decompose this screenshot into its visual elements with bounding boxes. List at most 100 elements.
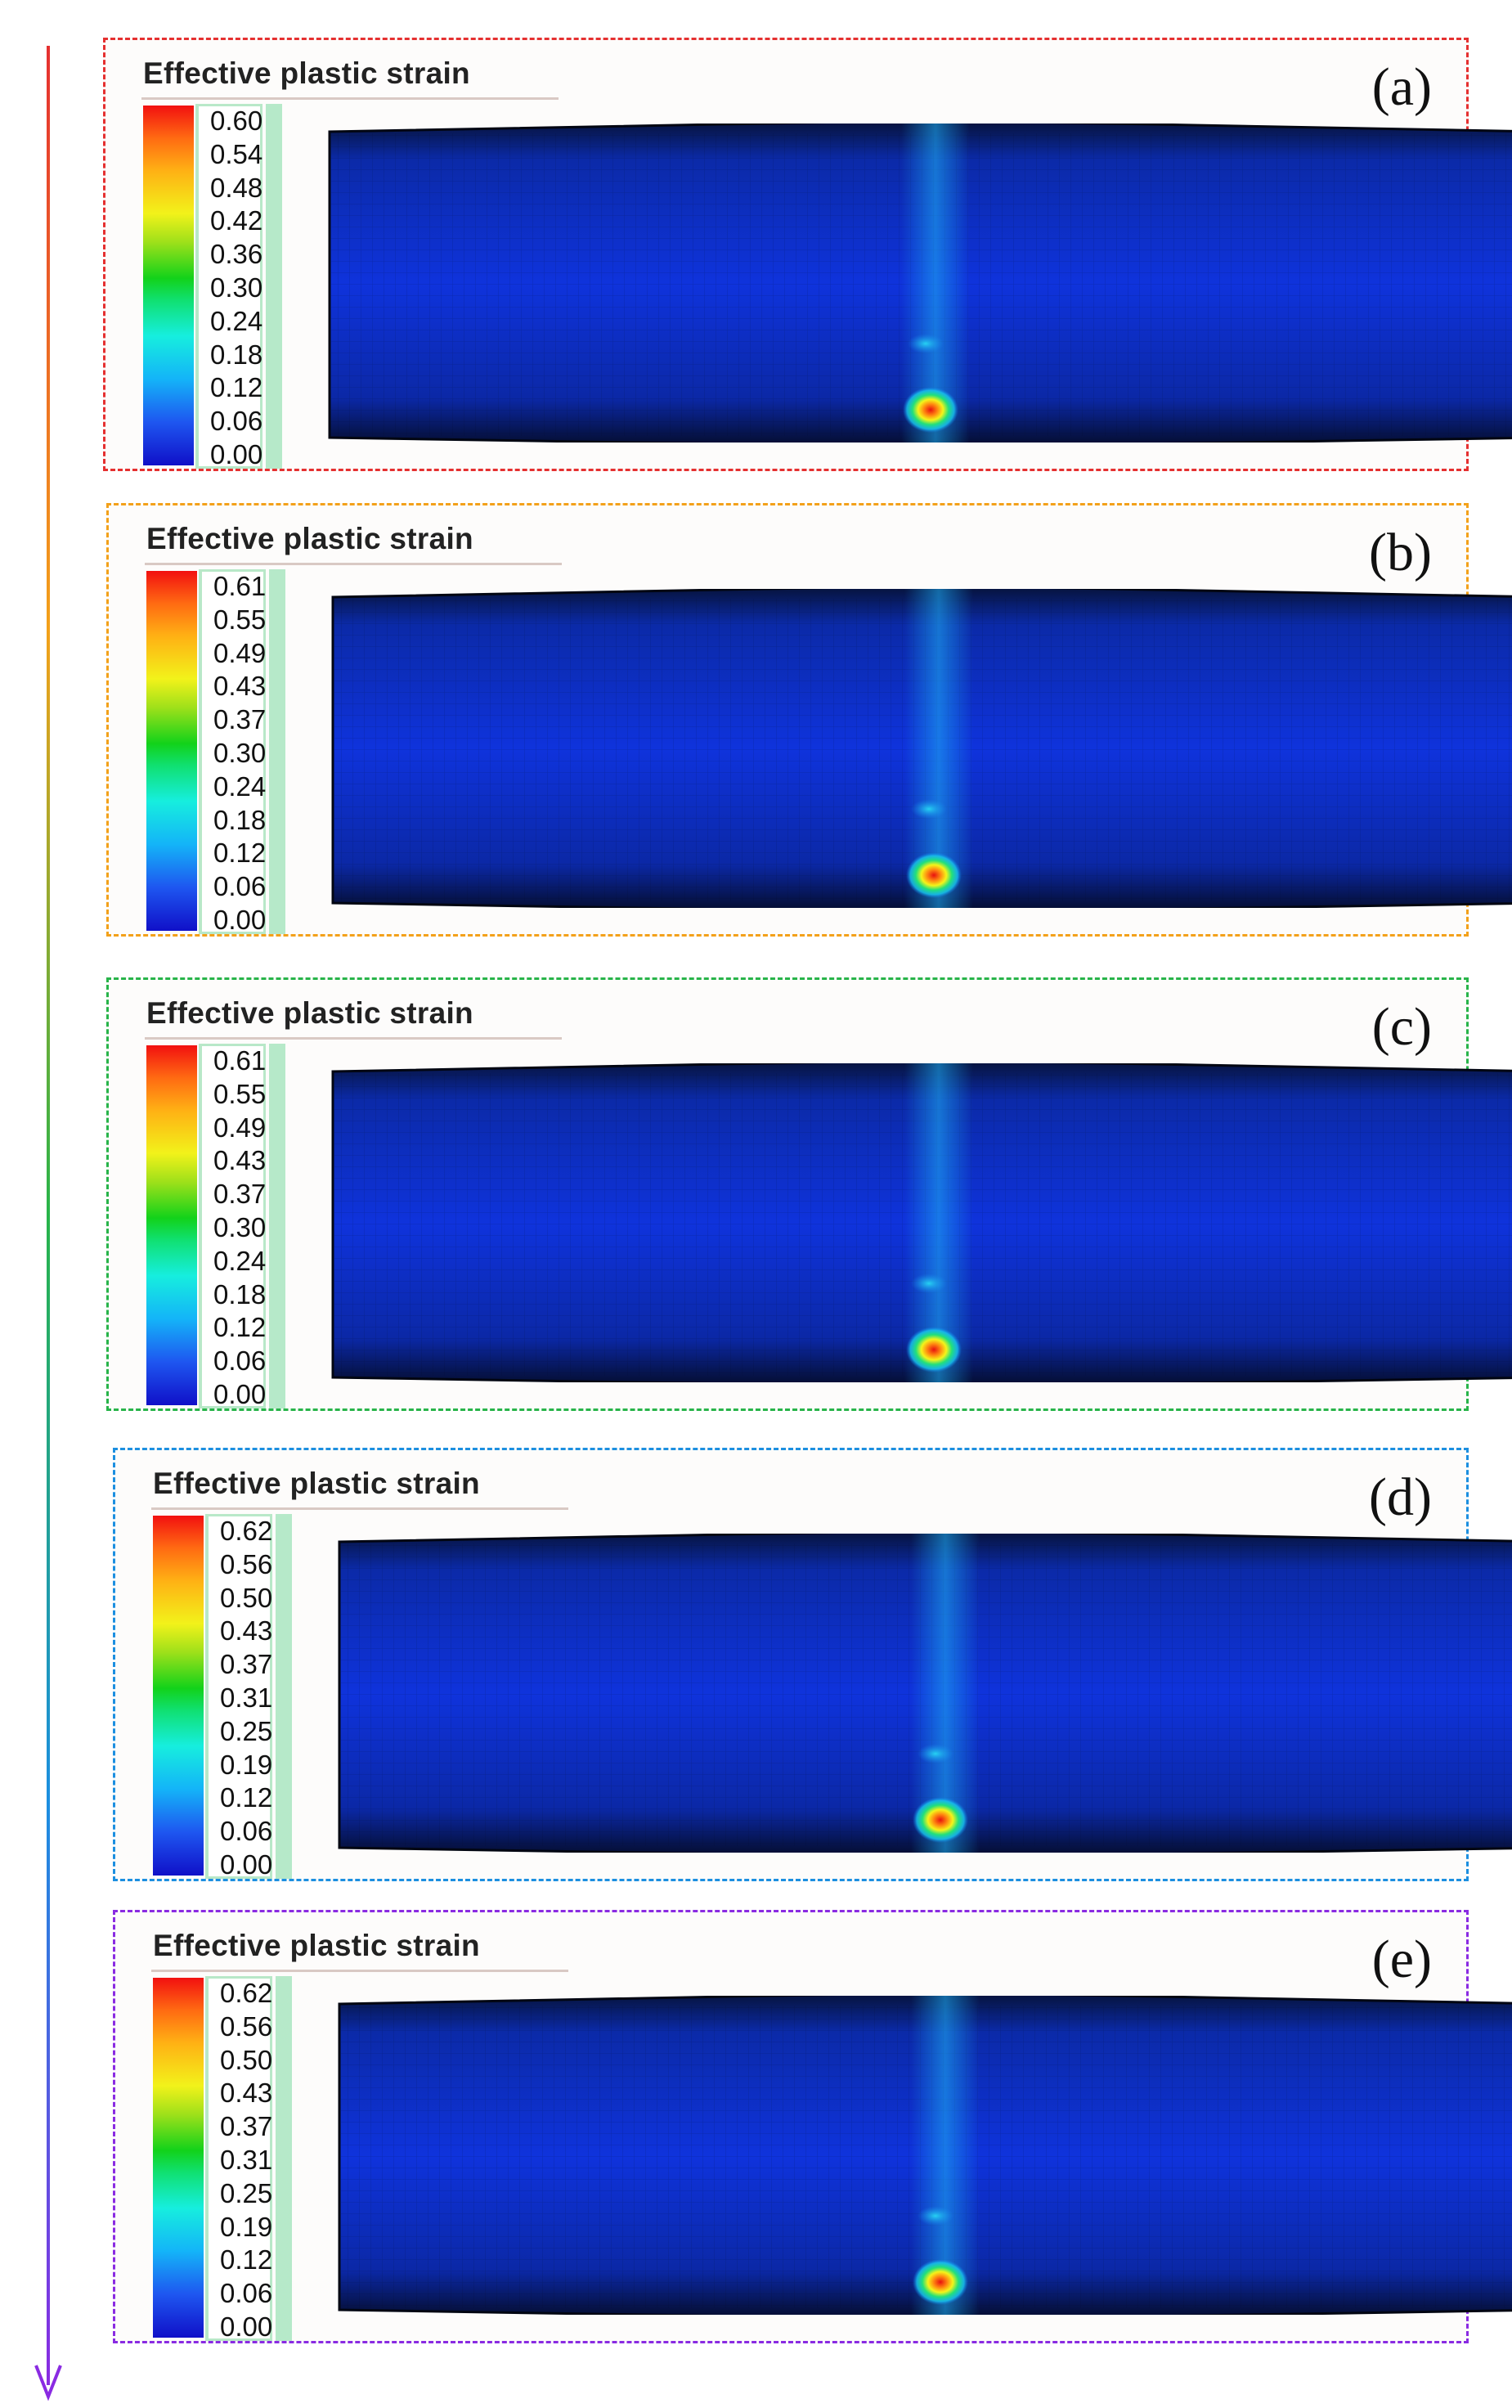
colorbar-ticks: 0.62 0.56 0.50 0.43 0.37 0.31 0.25 0.19 0.12 0.06… bbox=[220, 1517, 277, 1882]
colorbar-tick-label: 0.49 bbox=[213, 1112, 267, 1143]
panel-title: Effective plastic strain bbox=[146, 522, 473, 555]
colorbar-ticks: 0.60 0.54 0.48 0.42 0.36 0.30 0.24 0.18 0.12 0.06… bbox=[210, 107, 267, 472]
title-underline bbox=[141, 97, 559, 100]
colorbar-tick-label: 0.18 bbox=[213, 1278, 267, 1310]
strain-panel-c: Effective plastic strain 0.61 0.55 0.49 0.4… bbox=[106, 977, 1512, 1412]
colorbar-tick-label: 0.18 bbox=[213, 804, 267, 835]
colorbar-tick-label: 0.06 bbox=[213, 871, 267, 902]
colorbar-tick-label: 0.50 bbox=[220, 1582, 273, 1613]
secondary-strain-spot bbox=[911, 1274, 947, 1294]
panel-label: (e) bbox=[1371, 1930, 1432, 1989]
colorbar-tick-label: 0.43 bbox=[220, 2078, 273, 2109]
colorbar-edge-strip bbox=[266, 104, 282, 469]
colorbar-label-box bbox=[195, 104, 262, 469]
panel-title: Effective plastic strain bbox=[143, 56, 470, 90]
colorbar-tick-label: 0.12 bbox=[210, 372, 263, 403]
progression-arrow bbox=[34, 46, 62, 2401]
colorbar-tick-label: 0.12 bbox=[213, 838, 267, 869]
colorbar-tick-label: 0.00 bbox=[210, 438, 263, 469]
panel-label: (d) bbox=[1369, 1467, 1432, 1527]
title-underline bbox=[145, 1037, 562, 1040]
panel-label: (b) bbox=[1369, 523, 1432, 582]
colorbar-tick-label: 0.56 bbox=[220, 1548, 273, 1579]
colorbar-tick-label: 0.00 bbox=[220, 2311, 273, 2342]
colorbar-tick-label: 0.37 bbox=[213, 1179, 267, 1210]
colorbar-tick-label: 0.19 bbox=[220, 1749, 273, 1780]
colorbar-edge-strip bbox=[276, 1976, 292, 2341]
colorbar-tick-label: 0.24 bbox=[213, 770, 267, 802]
colorbar-tick-label: 0.61 bbox=[213, 571, 267, 601]
colorbar-tick-label: 0.54 bbox=[210, 138, 263, 169]
colorbar-tick-label: 0.37 bbox=[220, 2111, 273, 2142]
title-underline bbox=[151, 1970, 568, 1972]
colorbar-tick-label: 0.25 bbox=[220, 2177, 273, 2208]
colorbar-tick-label: 0.30 bbox=[213, 1211, 267, 1242]
peak-strain-hotspot bbox=[906, 852, 962, 898]
colorbar-label-box bbox=[205, 1976, 272, 2341]
colorbar-tick-label: 0.12 bbox=[213, 1312, 267, 1343]
title-underline bbox=[151, 1507, 568, 1510]
colorbar-tick-label: 0.24 bbox=[213, 1245, 267, 1276]
colorbar-tick-label: 0.06 bbox=[213, 1346, 267, 1377]
colorbar-tick-label: 0.31 bbox=[220, 1682, 273, 1713]
colorbar-edge-strip bbox=[276, 1514, 292, 1879]
strain-panel-e: Effective plastic strain 0.62 0.56 0.50 0.4… bbox=[113, 1910, 1512, 2343]
colorbar-tick-label: 0.62 bbox=[220, 1516, 273, 1546]
colorbar-tick-label: 0.30 bbox=[213, 737, 267, 768]
colorbar-edge-strip bbox=[269, 569, 285, 934]
panel-label: (a) bbox=[1371, 57, 1432, 117]
title-underline bbox=[145, 563, 562, 565]
strain-contour-model bbox=[331, 589, 1512, 908]
colorbar-tick-label: 0.12 bbox=[220, 1782, 273, 1813]
colorbar-tick-label: 0.00 bbox=[213, 904, 267, 935]
colorbar-tick-label: 0.12 bbox=[220, 2244, 273, 2275]
colorbar-tick-label: 0.00 bbox=[220, 1849, 273, 1880]
colorbar-label-box bbox=[205, 1514, 272, 1879]
peak-strain-hotspot bbox=[903, 387, 958, 433]
colorbar-label-box bbox=[199, 1044, 266, 1408]
colorbar-gradient bbox=[146, 1045, 197, 1405]
arrow-head-icon bbox=[34, 2365, 62, 2401]
colorbar-tick-label: 0.43 bbox=[213, 1145, 267, 1176]
colorbar-tick-label: 0.43 bbox=[220, 1615, 273, 1647]
panel-title: Effective plastic strain bbox=[153, 1467, 480, 1500]
secondary-strain-spot bbox=[908, 334, 944, 354]
strain-panel-d: Effective plastic strain 0.62 0.56 0.50 0.4… bbox=[113, 1448, 1512, 1882]
strain-contour-model bbox=[338, 1996, 1512, 2315]
colorbar-tick-label: 0.50 bbox=[220, 2044, 273, 2075]
peak-strain-hotspot bbox=[913, 1797, 968, 1843]
colorbar-tick-label: 0.00 bbox=[213, 1378, 267, 1409]
peak-strain-hotspot bbox=[906, 1327, 962, 1372]
colorbar-gradient bbox=[143, 106, 194, 465]
colorbar-gradient bbox=[146, 571, 197, 931]
colorbar-tick-label: 0.43 bbox=[213, 671, 267, 702]
secondary-strain-spot bbox=[911, 799, 947, 820]
colorbar-tick-label: 0.42 bbox=[210, 205, 263, 236]
panel-title: Effective plastic strain bbox=[153, 1929, 480, 1962]
panel-label: (c) bbox=[1371, 997, 1432, 1057]
colorbar-tick-label: 0.55 bbox=[213, 604, 267, 635]
colorbar-tick-label: 0.18 bbox=[210, 339, 263, 370]
panel-title: Effective plastic strain bbox=[146, 996, 473, 1030]
colorbar-ticks: 0.61 0.55 0.49 0.43 0.37 0.30 0.24 0.18 0.12 0.06… bbox=[213, 1047, 271, 1412]
colorbar-tick-label: 0.25 bbox=[220, 1715, 273, 1746]
colorbar-tick-label: 0.55 bbox=[213, 1078, 267, 1109]
secondary-strain-spot bbox=[918, 1744, 953, 1764]
peak-strain-hotspot bbox=[913, 2259, 968, 2305]
colorbar-tick-label: 0.56 bbox=[220, 2010, 273, 2042]
colorbar-tick-label: 0.62 bbox=[220, 1978, 273, 2008]
strain-contour-model bbox=[338, 1534, 1512, 1853]
colorbar-tick-label: 0.37 bbox=[213, 704, 267, 735]
colorbar-tick-label: 0.06 bbox=[210, 406, 263, 437]
colorbar-gradient bbox=[153, 1516, 204, 1876]
strain-panel-b: Effective plastic strain 0.61 0.55 0.49 0.4… bbox=[106, 503, 1512, 937]
strain-contour-model bbox=[331, 1063, 1512, 1382]
colorbar-edge-strip bbox=[269, 1044, 285, 1408]
colorbar-tick-label: 0.36 bbox=[210, 239, 263, 270]
colorbar-tick-label: 0.19 bbox=[220, 2211, 273, 2242]
colorbar-label-box bbox=[199, 569, 266, 934]
colorbar-tick-label: 0.31 bbox=[220, 2144, 273, 2175]
strain-panel-a: Effective plastic strain 0.60 0.54 0.48 0.4… bbox=[103, 38, 1512, 472]
colorbar-ticks: 0.61 0.55 0.49 0.43 0.37 0.30 0.24 0.18 0.12 0.06… bbox=[213, 573, 271, 937]
colorbar-tick-label: 0.60 bbox=[210, 106, 263, 136]
